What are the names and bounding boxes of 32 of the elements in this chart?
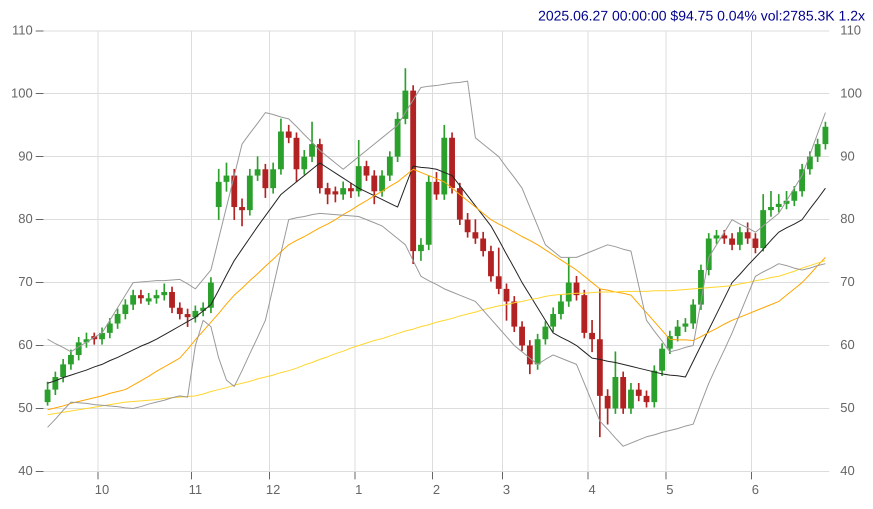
y-tick-label: 100 <box>10 85 33 100</box>
y2-tick-label: 80 <box>840 211 855 226</box>
x-tick-label: 2 <box>432 482 440 497</box>
candlestick <box>768 190 774 217</box>
x-tick-label: 3 <box>502 482 510 497</box>
y-tick-label: 50 <box>18 400 33 416</box>
y-tick-label: 70 <box>18 274 33 290</box>
y2-tick-label: 100 <box>840 85 862 100</box>
y-tick-label: 60 <box>18 337 33 352</box>
y-tick-label: 80 <box>18 211 33 226</box>
y-tick-label: 90 <box>18 148 33 164</box>
x-tick-label: 4 <box>588 482 596 497</box>
candlestick <box>589 320 595 352</box>
x-tick-label: 11 <box>188 482 202 497</box>
candlestick <box>239 198 245 226</box>
y-tick-label: 40 <box>18 462 33 478</box>
candlestick <box>224 162 230 192</box>
y2-tick-label: 60 <box>840 337 855 352</box>
candlestick <box>714 230 720 244</box>
y2-tick-label: 40 <box>840 462 855 478</box>
x-tick-label: 10 <box>94 482 110 497</box>
y2-tick-label: 50 <box>840 400 855 416</box>
chart-title: 2025.06.27 00:00:00 $94.75 0.04% vol:2785.3K 1.2x <box>538 7 865 24</box>
x-tick-label: 1 <box>355 482 362 497</box>
y-tick-label: 110 <box>12 22 33 38</box>
candlestick <box>418 238 424 261</box>
x-tick-label: 6 <box>752 482 760 497</box>
y2-tick-label: 90 <box>840 148 855 164</box>
x-tick-label: 12 <box>266 482 280 497</box>
y2-tick-label: 110 <box>840 22 862 38</box>
y2-tick-label: 70 <box>840 274 855 290</box>
x-tick-label: 5 <box>666 482 674 497</box>
